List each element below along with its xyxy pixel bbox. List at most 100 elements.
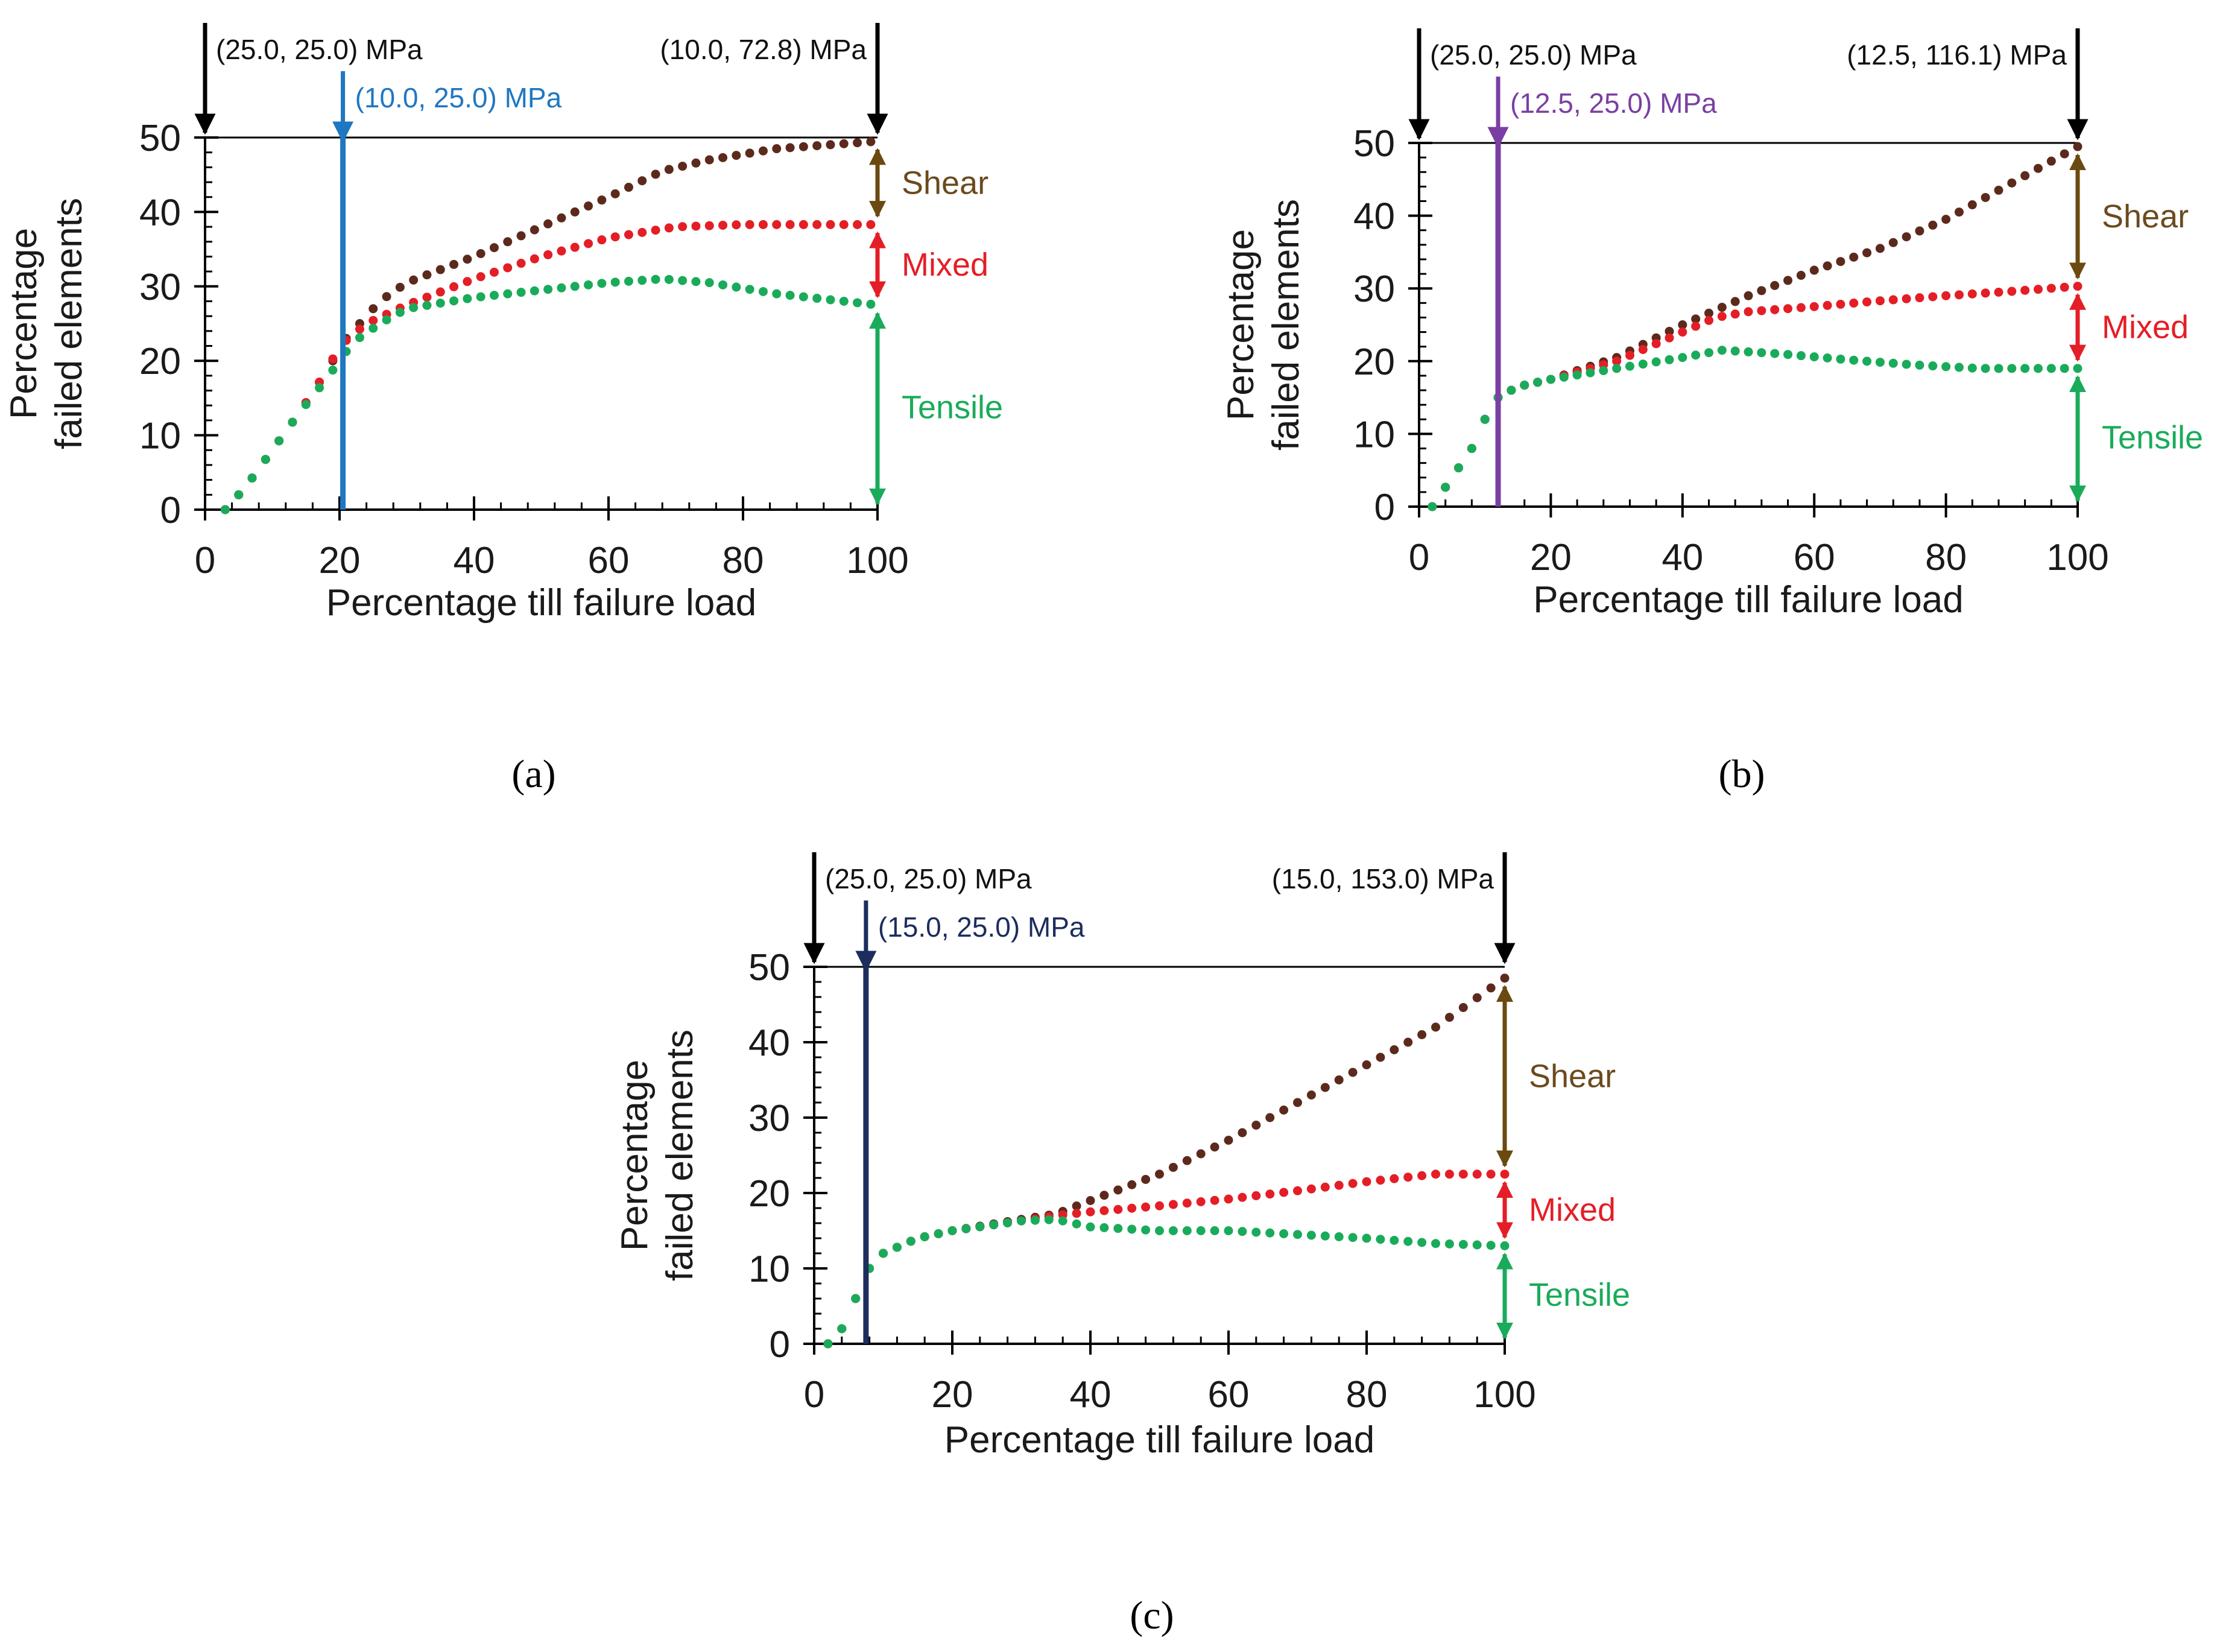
shear-point: [597, 195, 607, 205]
tensile-point: [1902, 359, 1911, 369]
tensile-point: [1757, 348, 1766, 358]
mixed-point: [1403, 1173, 1413, 1182]
mixed-point: [691, 221, 701, 231]
shear-point: [1265, 1113, 1275, 1122]
tensile-point: [691, 277, 701, 286]
tensile-point: [1376, 1235, 1385, 1244]
shear-point: [624, 183, 633, 192]
shear-point: [651, 169, 660, 179]
tensile-point: [301, 400, 311, 410]
tensile-series: [1428, 346, 2082, 511]
shear-point: [1224, 1136, 1233, 1145]
mixed-point: [1704, 315, 1713, 325]
mixed-point: [1265, 1189, 1275, 1199]
y-tick-label: 30: [139, 267, 181, 308]
tensile-point: [1458, 1239, 1468, 1249]
y-axis-title-line1: Percentage: [3, 228, 45, 419]
tensile-point: [1196, 1226, 1206, 1235]
tensile-point: [1651, 357, 1661, 367]
x-tick-label: 100: [846, 540, 908, 581]
mixed-point: [1691, 321, 1701, 331]
mixed-series: [823, 1169, 1510, 1349]
y-tick-label: 20: [748, 1173, 790, 1215]
mixed-point: [1954, 290, 1964, 300]
tensile-point: [2060, 364, 2069, 373]
mixed-point: [624, 230, 633, 239]
tensile-point: [1467, 444, 1476, 454]
shear-point: [543, 219, 553, 229]
shear-point: [1251, 1121, 1261, 1130]
shear-point: [718, 153, 728, 162]
x-axis-title: Percentage till failure load: [1533, 579, 1963, 621]
mixed-point: [1717, 312, 1727, 321]
x-tick-label: 40: [454, 540, 495, 581]
mixed-point: [678, 222, 688, 232]
shear-point: [570, 207, 580, 217]
mixed-point: [2007, 286, 2017, 296]
shear-point: [382, 292, 391, 302]
mixed-point: [422, 293, 432, 302]
tensile-series: [823, 1215, 1510, 1349]
panel-b: (b) 0 20 40 60 80 100 0 10 20 30 40 50 Percentage ti…: [1220, 28, 2203, 796]
shear-point: [584, 201, 593, 211]
tensile-point: [1403, 1236, 1413, 1246]
tensile-point: [1625, 361, 1634, 371]
tensile-point: [1612, 364, 1622, 373]
mixed-point: [1783, 304, 1793, 314]
tensile-point: [1113, 1224, 1123, 1233]
shear-point: [2020, 171, 2030, 180]
shear-point: [1086, 1196, 1095, 1205]
tensile-point: [1265, 1228, 1275, 1238]
shear-point: [2046, 156, 2056, 166]
y-tick-label: 40: [1353, 196, 1395, 238]
x-tick-label: 100: [1473, 1374, 1535, 1416]
tensile-point: [1072, 1219, 1081, 1229]
mixed-series: [1428, 282, 2082, 511]
mixed-point: [1251, 1191, 1261, 1200]
shear-point: [1796, 270, 1806, 280]
shear-point: [557, 213, 566, 223]
shear-point: [772, 144, 782, 154]
mixed-point: [1362, 1177, 1371, 1186]
mixed-point: [1155, 1201, 1164, 1211]
mixed-point: [1981, 288, 1990, 298]
shear-point: [463, 255, 472, 264]
shear-point: [1902, 232, 1911, 242]
mixed-point: [1809, 302, 1819, 311]
shear-point: [1704, 308, 1713, 318]
y-tick-label: 10: [139, 416, 181, 457]
shear-point: [799, 142, 808, 151]
tensile-point: [920, 1232, 929, 1241]
tensile-point: [732, 282, 741, 292]
mixed-point: [1849, 299, 1859, 308]
tensile-point: [1915, 360, 1924, 370]
tensile-point: [449, 296, 459, 306]
shear-point: [1678, 320, 1687, 329]
shear-point: [1376, 1052, 1385, 1062]
tensile-point: [1441, 483, 1450, 492]
shear-point: [1783, 276, 1793, 285]
tensile-point: [1431, 1239, 1440, 1248]
shear-point: [1444, 1013, 1454, 1022]
shear-point: [1431, 1022, 1440, 1032]
mixed-point: [1113, 1204, 1123, 1214]
shear-point: [476, 249, 485, 259]
shear-point: [1717, 303, 1727, 312]
x-axis-title: Percentage till failure load: [326, 582, 756, 624]
shear-band-label: Shear: [1529, 1058, 1616, 1094]
tensile-point: [274, 436, 284, 446]
shear-point: [409, 275, 419, 285]
shear-series: [1428, 142, 2082, 511]
mixed-point: [1196, 1197, 1206, 1206]
mixed-point: [772, 220, 782, 229]
shear-point: [785, 143, 795, 153]
x-axis-title: Percentage till failure load: [944, 1419, 1374, 1461]
shear-point: [704, 155, 714, 165]
shear-point: [2007, 178, 2017, 188]
shear-point: [1836, 257, 1845, 267]
shear-point: [1665, 326, 1674, 336]
tensile-point: [2033, 364, 2043, 373]
tensile-point: [1967, 363, 1977, 373]
y-tick-label: 40: [748, 1022, 790, 1064]
tensile-point: [1444, 1239, 1454, 1248]
